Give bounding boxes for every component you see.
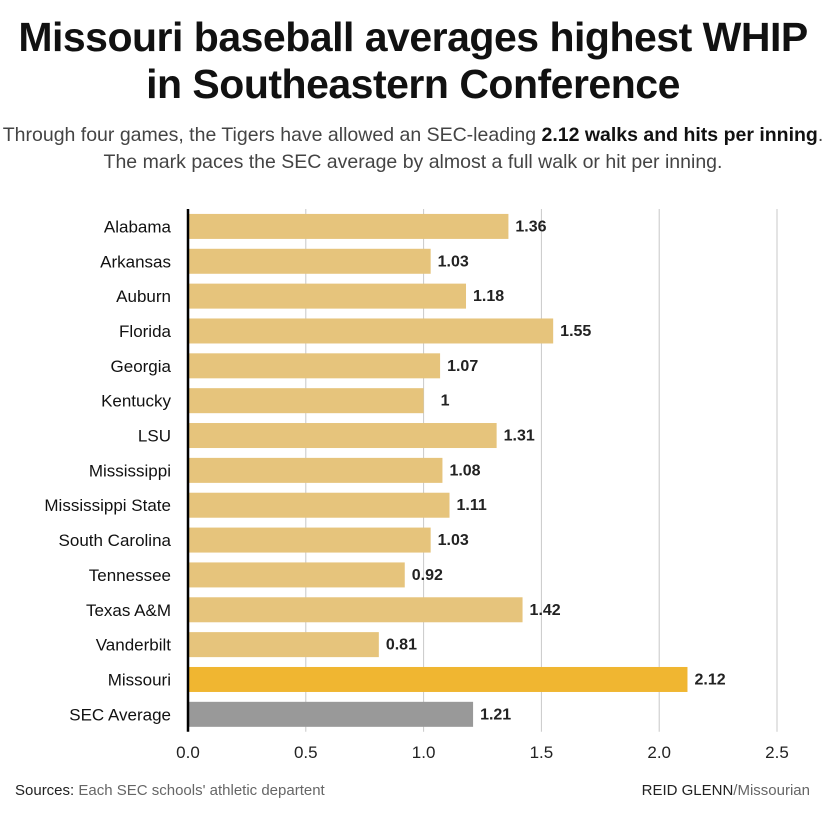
- data-label: 1.03: [438, 532, 469, 549]
- category-label: Auburn: [116, 287, 171, 306]
- data-label: 1.03: [438, 253, 469, 270]
- category-label: LSU: [138, 427, 171, 446]
- data-label: 1.18: [473, 288, 504, 305]
- sources-text: Each SEC schools' athletic departent: [78, 782, 325, 799]
- category-label: Arkansas: [100, 252, 171, 271]
- bar: [188, 562, 405, 588]
- bar: [188, 388, 424, 414]
- bar: [188, 632, 379, 658]
- bar: [188, 701, 474, 727]
- category-label: Mississippi State: [44, 496, 171, 515]
- x-tick-label: 1.5: [530, 743, 554, 762]
- category-label: Kentucky: [101, 392, 171, 411]
- chart-subtitle: Through four games, the Tigers have allo…: [0, 122, 826, 176]
- category-label: Mississippi: [89, 461, 171, 480]
- x-tick-label: 0.5: [294, 743, 318, 762]
- data-label: 2.12: [694, 671, 725, 688]
- credit-org: /Missourian: [733, 782, 810, 799]
- credit: REID GLENN/Missourian: [642, 782, 810, 799]
- data-label: 1.55: [560, 323, 591, 340]
- data-label: 1.21: [480, 706, 511, 723]
- subtitle-text: Through four games, the Tigers have allo…: [2, 124, 542, 146]
- bar: [188, 492, 450, 518]
- x-tick-label: 1.0: [412, 743, 436, 762]
- bar: [188, 213, 509, 239]
- bar: [188, 318, 554, 344]
- chart-title: Missouri baseball averages highest WHIP …: [18, 14, 808, 107]
- credit-name: REID GLENN: [641, 782, 734, 799]
- data-label: 1.42: [530, 602, 561, 619]
- x-tick-label: 0.0: [176, 743, 200, 762]
- data-label: 1.31: [504, 428, 535, 445]
- category-label: Alabama: [104, 217, 172, 236]
- category-label: SEC Average: [69, 705, 171, 724]
- data-label: 1.08: [449, 462, 480, 479]
- data-label: 1: [441, 393, 450, 410]
- category-label: Tennessee: [89, 566, 171, 585]
- data-label: 0.92: [412, 567, 443, 584]
- bar: [188, 457, 443, 483]
- sources-label: Sources:: [15, 782, 75, 799]
- bar: [188, 248, 431, 274]
- bar: [188, 353, 441, 379]
- bar: [188, 666, 688, 692]
- subtitle-highlight: 2.12 walks and hits per inning: [541, 124, 818, 146]
- category-label: Texas A&M: [86, 601, 171, 620]
- data-label: 0.81: [386, 637, 417, 654]
- x-tick-label: 2.0: [647, 743, 671, 762]
- data-label: 1.11: [457, 497, 487, 514]
- category-label: Florida: [119, 322, 172, 341]
- data-label: 1.07: [447, 358, 478, 375]
- bar: [188, 283, 467, 309]
- category-label: Vanderbilt: [96, 636, 172, 655]
- category-label: South Carolina: [59, 531, 172, 550]
- sources: Sources: Each SEC schools' athletic depa…: [15, 782, 325, 799]
- subtitle-text-end: . The mark paces the SEC average by almo…: [103, 124, 824, 173]
- category-label: Georgia: [111, 357, 172, 376]
- x-tick-label: 2.5: [765, 743, 789, 762]
- bar: [188, 597, 523, 623]
- bar: [188, 527, 431, 553]
- data-label: 1.36: [515, 218, 546, 235]
- category-label: Missouri: [108, 670, 171, 689]
- bar: [188, 423, 497, 449]
